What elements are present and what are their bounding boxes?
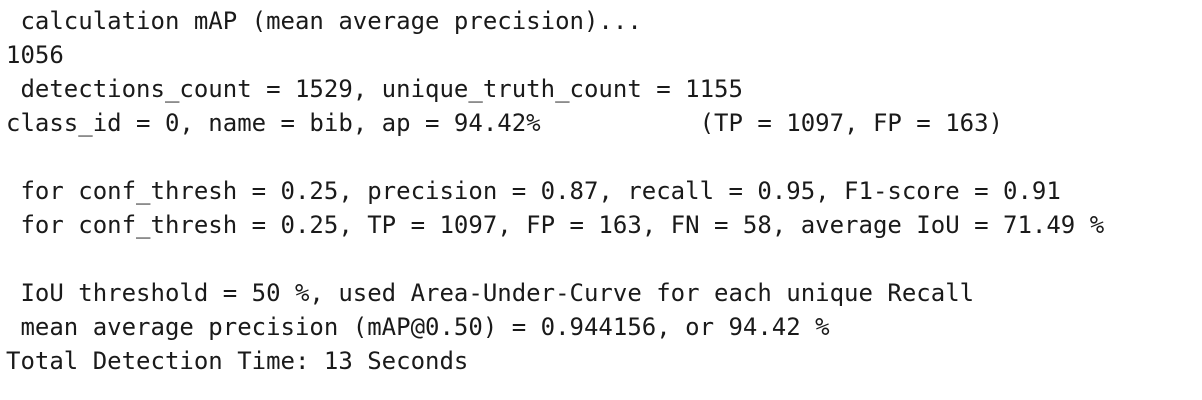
- terminal-line-detections: detections_count = 1529, unique_truth_co…: [6, 75, 743, 103]
- terminal-line-class-ap: class_id = 0, name = bib, ap = 94.42% (T…: [6, 109, 1003, 137]
- terminal-line-blank: [6, 140, 1202, 174]
- terminal-line-iou-threshold: IoU threshold = 50 %, used Area-Under-Cu…: [6, 279, 975, 307]
- terminal-line-map: mean average precision (mAP@0.50) = 0.94…: [6, 313, 830, 341]
- terminal-line-precision-recall: for conf_thresh = 0.25, precision = 0.87…: [6, 177, 1061, 205]
- terminal-line-count: 1056: [6, 41, 64, 69]
- terminal-line-detection-time: Total Detection Time: 13 Seconds: [6, 347, 469, 375]
- terminal-line-blank: [6, 242, 1202, 276]
- terminal-line-tp-fp-fn: for conf_thresh = 0.25, TP = 1097, FP = …: [6, 211, 1105, 239]
- terminal-line-calculation: calculation mAP (mean average precision)…: [6, 7, 642, 35]
